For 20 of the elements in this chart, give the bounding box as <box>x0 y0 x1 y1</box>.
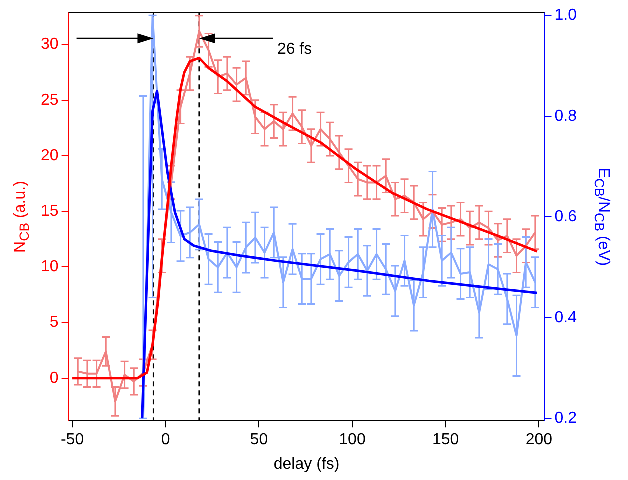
y-tick-label: 0 <box>50 370 59 387</box>
y-tick-label: 20 <box>41 147 59 164</box>
x-tick-label: 100 <box>339 432 366 449</box>
y2-tick-label: 0.4 <box>554 309 578 326</box>
x-tick-label: 50 <box>250 432 268 449</box>
x-axis-title: delay (fs) <box>274 456 340 473</box>
y2-tick-label: 0.2 <box>554 410 578 427</box>
y2-tick-label: 0.8 <box>554 108 578 125</box>
x-tick-label: 0 <box>161 432 170 449</box>
y2-tick-label: 0.6 <box>554 208 578 226</box>
annotation: 26 fs <box>277 40 312 59</box>
y2-tick-label: 1.0 <box>554 7 578 24</box>
y-tick-label: 30 <box>41 36 59 54</box>
y-tick-label: 25 <box>41 92 59 109</box>
y-tick-label: 15 <box>41 203 59 220</box>
x-tick-label: -50 <box>60 432 84 449</box>
x-tick-label: 200 <box>526 432 553 449</box>
y-tick-label: 10 <box>41 258 59 276</box>
x-tick-label: 150 <box>432 432 460 449</box>
y-tick-label: 5 <box>50 314 59 332</box>
